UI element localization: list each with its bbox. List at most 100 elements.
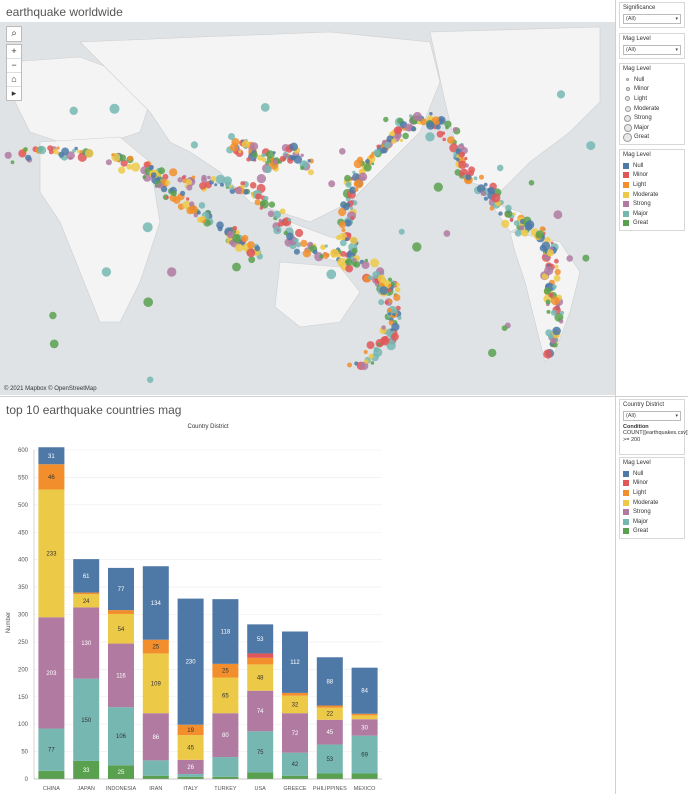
quake-marker bbox=[550, 337, 557, 344]
mag-level-filter-title: Mag Level bbox=[623, 36, 651, 42]
bar-segment-minor bbox=[247, 653, 274, 658]
legend-item-great[interactable]: Great bbox=[623, 527, 681, 537]
legend-label: Great bbox=[633, 220, 649, 227]
map-credit: © 2021 Mapbox © OpenStreetMap bbox=[4, 386, 97, 392]
quake-marker bbox=[340, 250, 347, 257]
quake-marker bbox=[158, 167, 166, 175]
quake-marker bbox=[347, 253, 352, 258]
quake-marker bbox=[215, 174, 225, 185]
size-legend-item-minor[interactable]: Minor bbox=[623, 85, 681, 95]
size-legend-item-great[interactable]: Great bbox=[623, 132, 681, 143]
quake-marker bbox=[180, 190, 186, 196]
quake-marker bbox=[465, 174, 472, 181]
quake-marker bbox=[391, 322, 400, 331]
quake-marker bbox=[412, 111, 422, 121]
bar-segment-great bbox=[282, 775, 308, 779]
quake-marker bbox=[363, 163, 372, 172]
quake-marker bbox=[207, 175, 211, 180]
legend-item-major[interactable]: Major bbox=[623, 517, 681, 527]
bar-segment-major bbox=[212, 757, 239, 777]
bar-segment-null bbox=[212, 599, 239, 664]
legend-item-minor[interactable]: Minor bbox=[623, 479, 681, 489]
quake-marker bbox=[553, 274, 561, 282]
quake-marker bbox=[240, 181, 246, 186]
legend-item-minor[interactable]: Minor bbox=[623, 171, 681, 181]
quake-marker bbox=[559, 310, 565, 315]
bar-segment-moderate bbox=[108, 613, 134, 644]
quake-marker bbox=[264, 165, 272, 174]
legend-item-light[interactable]: Light bbox=[623, 180, 681, 190]
pan-tool-icon[interactable]: ▸ bbox=[11, 88, 17, 98]
quake-marker bbox=[519, 225, 525, 231]
bar-segment-major bbox=[38, 728, 65, 771]
quake-marker bbox=[376, 144, 381, 149]
quake-marker bbox=[326, 269, 337, 280]
size-legend-item-moderate[interactable]: Moderate bbox=[623, 104, 681, 114]
quake-marker bbox=[464, 156, 468, 161]
legend-item-moderate[interactable]: Moderate bbox=[623, 498, 681, 508]
quake-marker bbox=[443, 230, 451, 237]
quake-marker bbox=[556, 90, 566, 99]
color-legend-chart-title: Mag Level bbox=[623, 460, 651, 466]
x-tick-label: CHINA bbox=[43, 786, 60, 792]
size-legend-item-major[interactable]: Major bbox=[623, 123, 681, 133]
quake-marker bbox=[283, 153, 289, 158]
quake-marker bbox=[552, 326, 561, 336]
legend-item-great[interactable]: Great bbox=[623, 219, 681, 229]
legend-item-strong[interactable]: Strong bbox=[623, 507, 681, 517]
quake-marker bbox=[272, 151, 276, 155]
quake-marker bbox=[169, 168, 178, 177]
data-label: 230 bbox=[186, 660, 197, 666]
quake-marker bbox=[398, 228, 405, 235]
quake-marker bbox=[300, 239, 308, 247]
bar-segment-moderate bbox=[316, 707, 343, 720]
legend-label: Minor bbox=[633, 480, 649, 487]
quake-marker bbox=[387, 308, 392, 313]
quake-marker bbox=[339, 221, 346, 229]
quake-marker bbox=[586, 141, 596, 151]
quake-marker bbox=[234, 186, 242, 195]
zoom-in-icon[interactable]: + bbox=[7, 45, 21, 59]
map-toolbar: ⌕ bbox=[6, 26, 22, 42]
significance-select[interactable]: (All) ▾ bbox=[623, 14, 681, 24]
quake-marker bbox=[510, 217, 514, 222]
data-label: 19 bbox=[187, 728, 194, 734]
map-canvas[interactable] bbox=[0, 22, 615, 395]
size-circle-icon bbox=[625, 87, 630, 92]
quake-marker bbox=[255, 193, 262, 200]
quake-marker bbox=[181, 175, 186, 180]
zoom-out-icon[interactable]: − bbox=[7, 59, 21, 73]
bar-segment-strong bbox=[38, 617, 65, 729]
bar-segment-moderate bbox=[351, 715, 378, 720]
quake-marker bbox=[345, 237, 349, 242]
earthquake-map[interactable]: ⌕ + − ⌂ ▸ © 2021 Mapbox © OpenStreetMap bbox=[0, 22, 615, 395]
country-select[interactable]: (All) ▾ bbox=[623, 411, 681, 421]
bar-segment-null bbox=[177, 598, 204, 725]
legend-label: Major bbox=[633, 518, 649, 525]
legend-item-major[interactable]: Major bbox=[623, 209, 681, 219]
quake-marker bbox=[259, 206, 263, 210]
y-tick-label: 550 bbox=[18, 475, 29, 481]
map-search-icon[interactable]: ⌕ bbox=[11, 28, 17, 39]
legend-item-light[interactable]: Light bbox=[623, 488, 681, 498]
quake-marker bbox=[232, 262, 241, 272]
legend-swatch bbox=[623, 220, 629, 227]
legend-item-strong[interactable]: Strong bbox=[623, 199, 681, 209]
data-label: 84 bbox=[361, 689, 368, 695]
size-legend-item-light[interactable]: Light bbox=[623, 94, 681, 104]
legend-item-null[interactable]: Null bbox=[623, 161, 681, 171]
reset-map-icon[interactable]: ⌂ bbox=[7, 73, 21, 87]
significance-filter: Significance (All) ▾ bbox=[619, 2, 685, 28]
size-legend-item-null[interactable]: Null bbox=[623, 75, 681, 85]
legend-item-moderate[interactable]: Moderate bbox=[623, 190, 681, 200]
quake-marker bbox=[411, 126, 417, 132]
mag-level-select[interactable]: (All) ▾ bbox=[623, 45, 681, 55]
bar-segment-light bbox=[108, 610, 134, 614]
quake-marker bbox=[293, 155, 303, 164]
legend-item-null[interactable]: Null bbox=[623, 469, 681, 479]
legend-swatch bbox=[623, 201, 629, 208]
quake-marker bbox=[548, 333, 554, 340]
quake-marker bbox=[524, 223, 533, 231]
size-legend-item-strong[interactable]: Strong bbox=[623, 113, 681, 123]
quake-marker bbox=[312, 249, 318, 255]
